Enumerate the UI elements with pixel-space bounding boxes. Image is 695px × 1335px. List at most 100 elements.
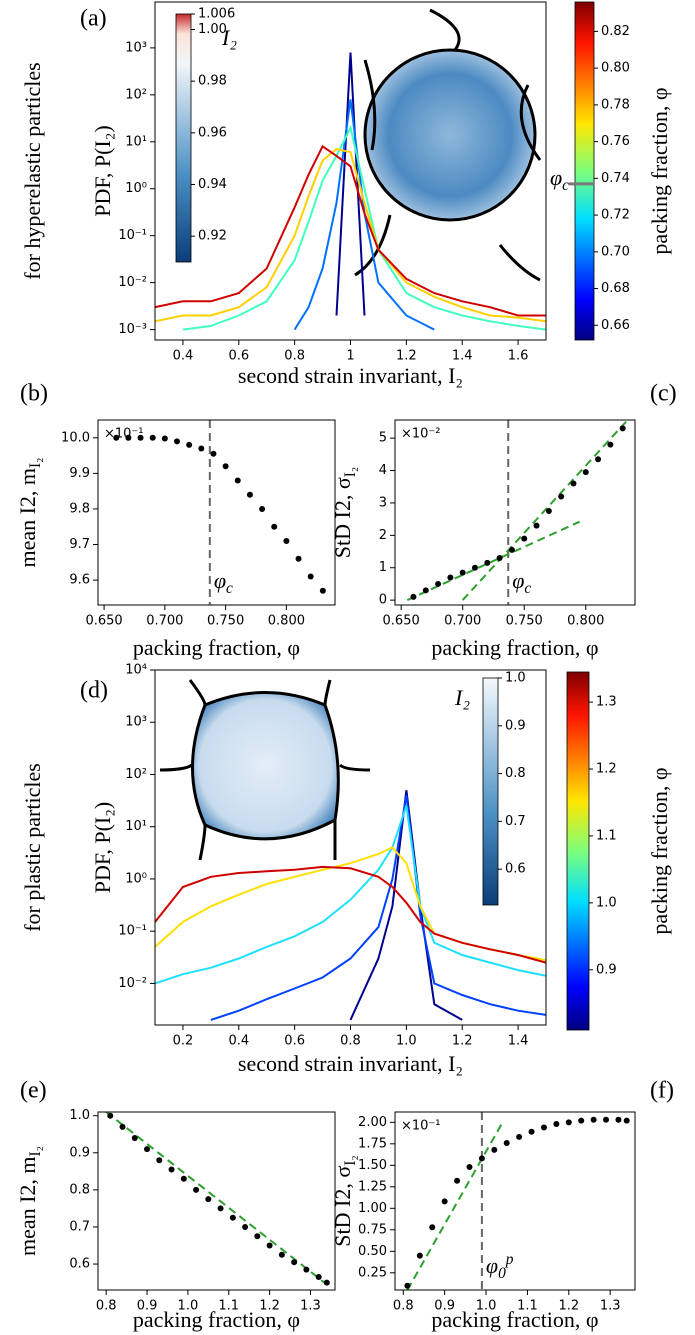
data-point (315, 1274, 322, 1281)
data-point (553, 1121, 560, 1128)
plot-area (155, 790, 546, 1021)
row-label: for plastic particles (20, 763, 45, 932)
data-point (540, 1124, 547, 1131)
colorbar-tick-label: 0.9 (505, 718, 526, 733)
x-tick-label: 0.750 (207, 614, 244, 629)
data-point (496, 555, 503, 562)
data-point (254, 1233, 261, 1240)
x-axis-label: second strain invariant, I₂ (238, 363, 463, 388)
y-axis-label: PDF, P(I₂) (90, 125, 115, 216)
axes-frame (97, 419, 336, 606)
data-point (307, 573, 314, 580)
scale-note: ×10⁻² (401, 427, 441, 442)
data-point (528, 1128, 535, 1135)
data-point (623, 1117, 630, 1124)
x-tick-label: 1.4 (508, 1034, 529, 1049)
y-tick-label: 10.0 (61, 430, 90, 445)
contact-arcs (159, 679, 371, 861)
y-tick-label: 9.7 (69, 537, 90, 552)
x-tick-label: 0.9 (434, 1299, 455, 1314)
pdf-curve (155, 805, 546, 985)
data-point (149, 434, 156, 441)
y-axis-label: mean I2, mI₂ (15, 457, 43, 567)
data-point (186, 441, 193, 448)
axes-frame (154, 1, 547, 341)
plot-area (404, 1112, 630, 1290)
data-point (565, 1119, 572, 1126)
plot-area (406, 420, 629, 605)
data-point (222, 463, 229, 470)
y-tick-label: 1.50 (358, 1158, 387, 1173)
x-tick-label: 0.6 (284, 1034, 305, 1049)
x-tick-label: 0.750 (506, 614, 543, 629)
data-point (137, 434, 144, 441)
x-axis-label: packing fraction, φ (431, 1307, 598, 1332)
data-point (174, 438, 180, 445)
fit-line (406, 520, 581, 602)
colorbar-tick-label: 0.76 (601, 134, 630, 149)
data-point (144, 1146, 151, 1153)
y-tick-label: 0.25 (358, 1265, 387, 1280)
colorbar-tick-label: 0.66 (601, 318, 630, 333)
y-axis-label: mean I2, mI₂ (15, 1146, 43, 1256)
data-point (283, 537, 290, 544)
data-point (545, 508, 552, 515)
y-tick-label: 2 (379, 528, 387, 543)
y-tick-label: 10⁰ (125, 871, 147, 886)
data-point (217, 1205, 224, 1212)
colorbar-tick-label: 0.8 (505, 766, 526, 781)
data-point (323, 1279, 330, 1286)
y-tick-label: 1.25 (358, 1179, 387, 1194)
fit-line (461, 420, 629, 601)
pdf-curve (155, 144, 546, 317)
y-tick-label: 5 (379, 431, 387, 446)
x-tick-label: 1.2 (558, 1299, 579, 1314)
y-axis-label-part: StD I2, σ (330, 1166, 355, 1247)
axes-frame (97, 1111, 336, 1291)
data-point (491, 1146, 498, 1153)
data-point (615, 1116, 622, 1123)
panel-label: (f) (650, 1078, 674, 1104)
pdf-curve (210, 795, 546, 1021)
data-point (404, 1282, 411, 1289)
y-axis-label-part: PDF, P(I₂) (90, 125, 115, 216)
y-tick-label: 9.6 (69, 573, 90, 588)
y-tick-label: 4 (379, 463, 387, 478)
y-tick-label: 10⁻¹ (118, 924, 147, 939)
y-tick-label: 10¹ (125, 819, 147, 834)
colorbar-tick-label: 1.00 (198, 22, 227, 37)
x-tick-label: 0.700 (146, 614, 183, 629)
y-tick-label: 10⁰ (125, 181, 147, 196)
x-tick-label: 0.800 (268, 614, 305, 629)
data-point (603, 1116, 610, 1123)
x-tick-label: 0.8 (340, 1034, 361, 1049)
y-tick-label: 10² (125, 87, 147, 102)
pdf-curve (182, 124, 546, 331)
critical-label-part: c (524, 580, 531, 597)
data-point (193, 1186, 200, 1193)
x-tick-label: 1.0 (476, 1299, 497, 1314)
data-point (472, 564, 478, 571)
x-tick-label: 0.650 (383, 614, 420, 629)
panel-label: (d) (80, 678, 108, 704)
y-tick-label: 10¹ (125, 134, 147, 149)
colorbar-marker-label: φc (550, 165, 569, 193)
data-point (533, 522, 540, 529)
colorbar-tick-label: 0.82 (601, 24, 630, 39)
particle-a (363, 48, 537, 222)
x-tick-label: 1.0 (396, 1034, 417, 1049)
colorbar-tick-label: 0.96 (198, 125, 227, 140)
y-axis-label-part: PDF, P(I₂) (90, 802, 115, 893)
colorbar-label: I₂ (221, 25, 237, 50)
plot-area (113, 420, 326, 605)
y-axis-label: StD I2, σI₂ (330, 1155, 358, 1246)
axes-frame (394, 419, 636, 606)
data-point (570, 480, 577, 487)
pdf-curve (293, 99, 435, 331)
data-point (508, 546, 515, 553)
colorbar-tick-label: 0.74 (601, 171, 630, 186)
x-tick-label: 1.0 (178, 1299, 199, 1314)
x-axis-label: packing fraction, φ (431, 635, 598, 660)
y-tick-label: 10³ (125, 715, 147, 730)
